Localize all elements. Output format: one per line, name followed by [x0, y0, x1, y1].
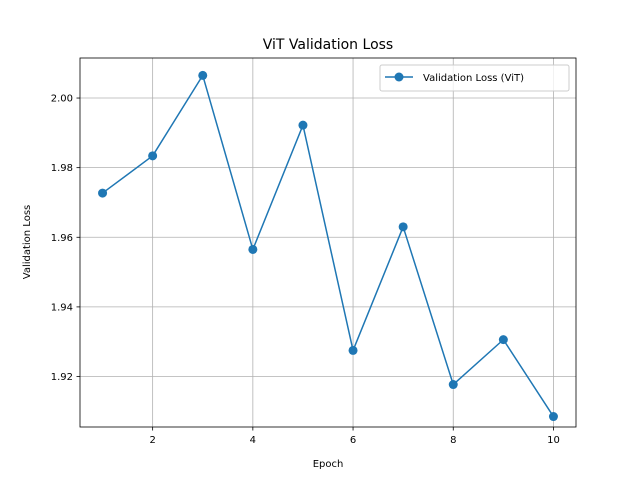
x-axis-label: Epoch: [313, 459, 344, 470]
data-point: [248, 244, 258, 254]
data-point: [298, 120, 308, 130]
y-tick-label: 1.94: [51, 302, 73, 313]
legend-marker-sample: [394, 72, 404, 82]
y-axis-label: Validation Loss: [22, 205, 33, 280]
series-layer: [98, 70, 558, 422]
x-tick-label: 10: [547, 435, 560, 446]
data-point: [148, 151, 158, 161]
y-tick-label: 1.98: [51, 163, 73, 174]
legend-entry-label: Validation Loss (ViT): [423, 73, 524, 84]
series-line: [102, 74, 555, 417]
legend: Validation Loss (ViT): [379, 64, 570, 92]
y-axis-ticks: 1.92 1.94 1.96 1.98 2.00: [51, 94, 80, 383]
data-point: [98, 188, 108, 198]
grid-lines: [80, 58, 576, 427]
x-tick-label: 2: [149, 435, 155, 446]
y-tick-label: 2.00: [51, 94, 73, 105]
data-point: [398, 222, 408, 232]
x-tick-label: 6: [350, 435, 356, 446]
data-point: [348, 345, 358, 355]
axes-frame: [79, 57, 577, 428]
legend-box: [379, 64, 570, 92]
data-point: [548, 412, 558, 422]
y-tick-label: 1.96: [51, 233, 73, 244]
data-point: [198, 70, 208, 80]
x-axis-ticks: 2 4 6 8 10: [149, 427, 560, 446]
x-tick-label: 4: [250, 435, 256, 446]
y-tick-label: 1.92: [51, 372, 73, 383]
x-tick-label: 8: [450, 435, 456, 446]
data-point: [448, 380, 458, 390]
chart-title: ViT Validation Loss: [263, 37, 393, 53]
data-point: [498, 335, 508, 345]
